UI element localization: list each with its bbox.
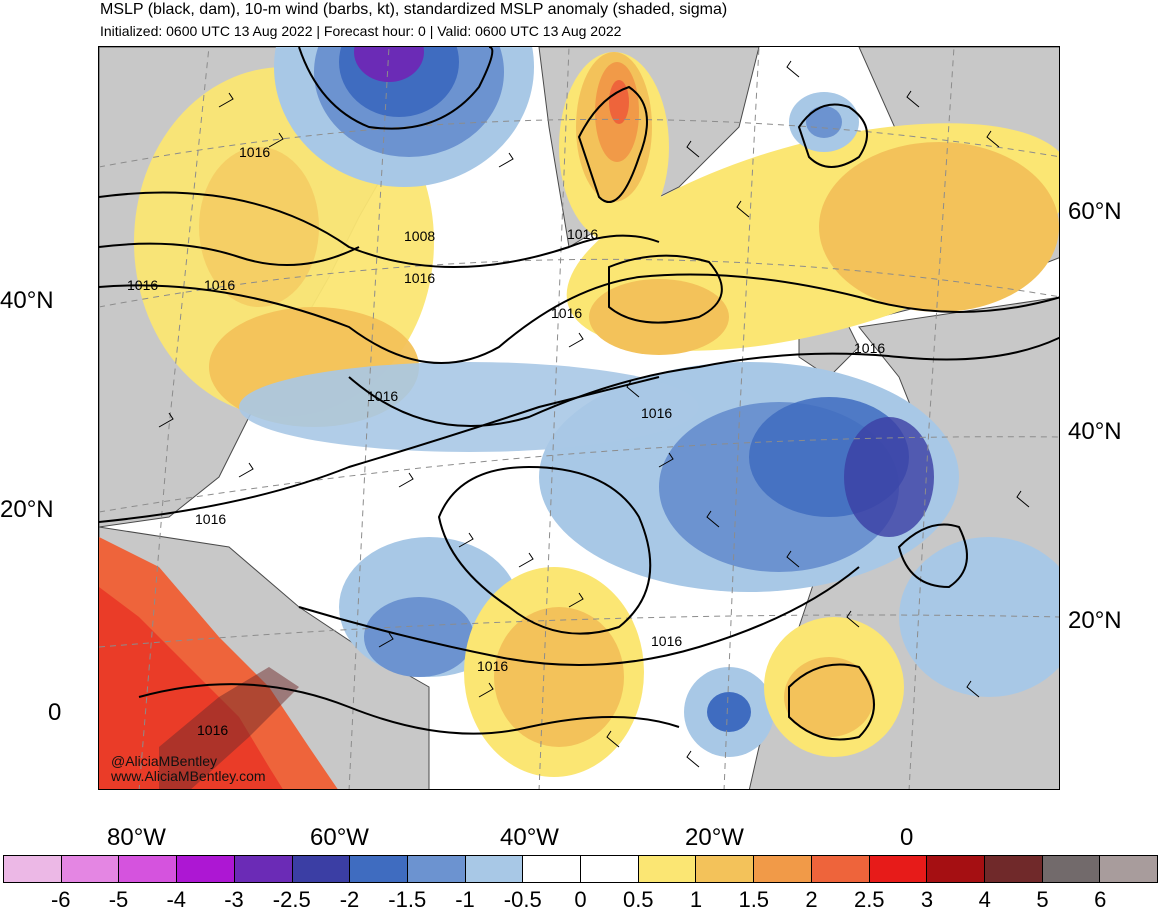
colorbar-tick-label: -5 xyxy=(108,887,129,912)
lon-label: 60°W xyxy=(310,824,369,851)
colorbar-tick-label: 1 xyxy=(689,887,703,912)
contour-label: 1016 xyxy=(651,633,682,649)
colorbar-box xyxy=(4,856,62,882)
contour-label: 1016 xyxy=(854,340,885,356)
graticule xyxy=(99,47,1059,789)
contour-label: 1016 xyxy=(239,144,270,160)
colorbar-box xyxy=(696,856,755,882)
contour-label: 1016 xyxy=(551,305,582,321)
credit-website: www.AliciaMBentley.com xyxy=(111,768,266,784)
credit-handle: @AliciaMBentley xyxy=(111,753,218,769)
contour-label: 1016 xyxy=(404,270,435,286)
colorbar-box xyxy=(869,856,928,882)
colorbar-tick-label: 0 xyxy=(574,887,587,912)
colorbar-box xyxy=(811,856,870,882)
colorbar-tick-label: -2.5 xyxy=(272,887,311,912)
colorbar-tick-label: 2.5 xyxy=(853,887,885,912)
lat-label-left: 40°N xyxy=(0,287,54,314)
contour-label: 1016 xyxy=(204,277,235,293)
anomaly-shading xyxy=(99,47,1059,789)
colorbar-box xyxy=(927,856,985,882)
colorbar-box xyxy=(581,856,639,882)
map-panel: 1016 1016 1016 1008 1016 1016 1016 1016 … xyxy=(98,46,1060,790)
colorbar-box xyxy=(119,856,178,882)
contour-label: 1016 xyxy=(195,511,226,527)
colorbar-tick-label: 6 xyxy=(1094,887,1107,912)
colorbar-tick-label: -2 xyxy=(339,887,360,912)
lon-label: 0 xyxy=(900,824,914,851)
lon-label: 40°W xyxy=(500,824,559,851)
colorbar-box xyxy=(1042,856,1101,882)
colorbar-tick-label: 0.5 xyxy=(622,887,654,912)
contour-label: 1008 xyxy=(404,228,435,244)
lat-label-left: 20°N xyxy=(0,496,54,523)
contour-label: 1016 xyxy=(567,226,598,242)
colorbar-tick-label: -4 xyxy=(166,887,187,912)
lat-label-right: 60°N xyxy=(1068,198,1122,225)
isobars xyxy=(99,47,1059,741)
map-title: MSLP (black, dam), 10-m wind (barbs, kt)… xyxy=(100,1,728,18)
wind-barbs xyxy=(158,60,1030,768)
contour-label: 1016 xyxy=(197,722,228,738)
colorbar-tick-label: 3 xyxy=(920,887,934,912)
colorbar-box xyxy=(638,856,697,882)
colorbar-box xyxy=(177,856,235,882)
colorbar-tick-label: 5 xyxy=(1036,887,1049,912)
colorbar-box xyxy=(292,856,351,882)
colorbar-tick-label: 2 xyxy=(805,887,818,912)
colorbar-tick-label: -1 xyxy=(455,887,475,912)
lon-label: 80°W xyxy=(107,824,166,851)
anomaly-colorbar xyxy=(3,855,1158,883)
colorbar-tick-label: 4 xyxy=(978,887,991,912)
contour-label: 1016 xyxy=(367,388,398,404)
lat-label-right: 40°N xyxy=(1068,418,1122,445)
contour-label: 1016 xyxy=(641,405,672,421)
lat-label-left: 0 xyxy=(48,699,62,726)
contour-label: 1016 xyxy=(127,277,158,293)
contour-labels: 1016 1016 1016 1008 1016 1016 1016 1016 … xyxy=(127,144,885,738)
colorbar-box xyxy=(1100,856,1158,882)
colorbar-tick-label: -6 xyxy=(50,887,71,912)
contour-label: 1016 xyxy=(477,658,508,674)
colorbar-box xyxy=(61,856,120,882)
colorbar-box xyxy=(350,856,408,882)
colorbar-box xyxy=(523,856,582,882)
colorbar-box xyxy=(465,856,524,882)
colorbar-tick-label: -0.5 xyxy=(503,887,542,912)
lon-label: 20°W xyxy=(685,824,744,851)
anomaly-map: 1016 1016 1016 1008 1016 1016 1016 1016 … xyxy=(99,47,1059,789)
colorbar-tick-label: 1.5 xyxy=(738,887,770,912)
map-subtitle: Initialized: 0600 UTC 13 Aug 2022 | Fore… xyxy=(100,23,622,39)
colorbar-box xyxy=(754,856,812,882)
lat-label-right: 20°N xyxy=(1068,607,1122,634)
colorbar-tick-label: -3 xyxy=(224,887,244,912)
colorbar-box xyxy=(984,856,1043,882)
colorbar-box xyxy=(407,856,466,882)
colorbar-tick-label: -1.5 xyxy=(388,887,427,912)
colorbar-box xyxy=(234,856,293,882)
